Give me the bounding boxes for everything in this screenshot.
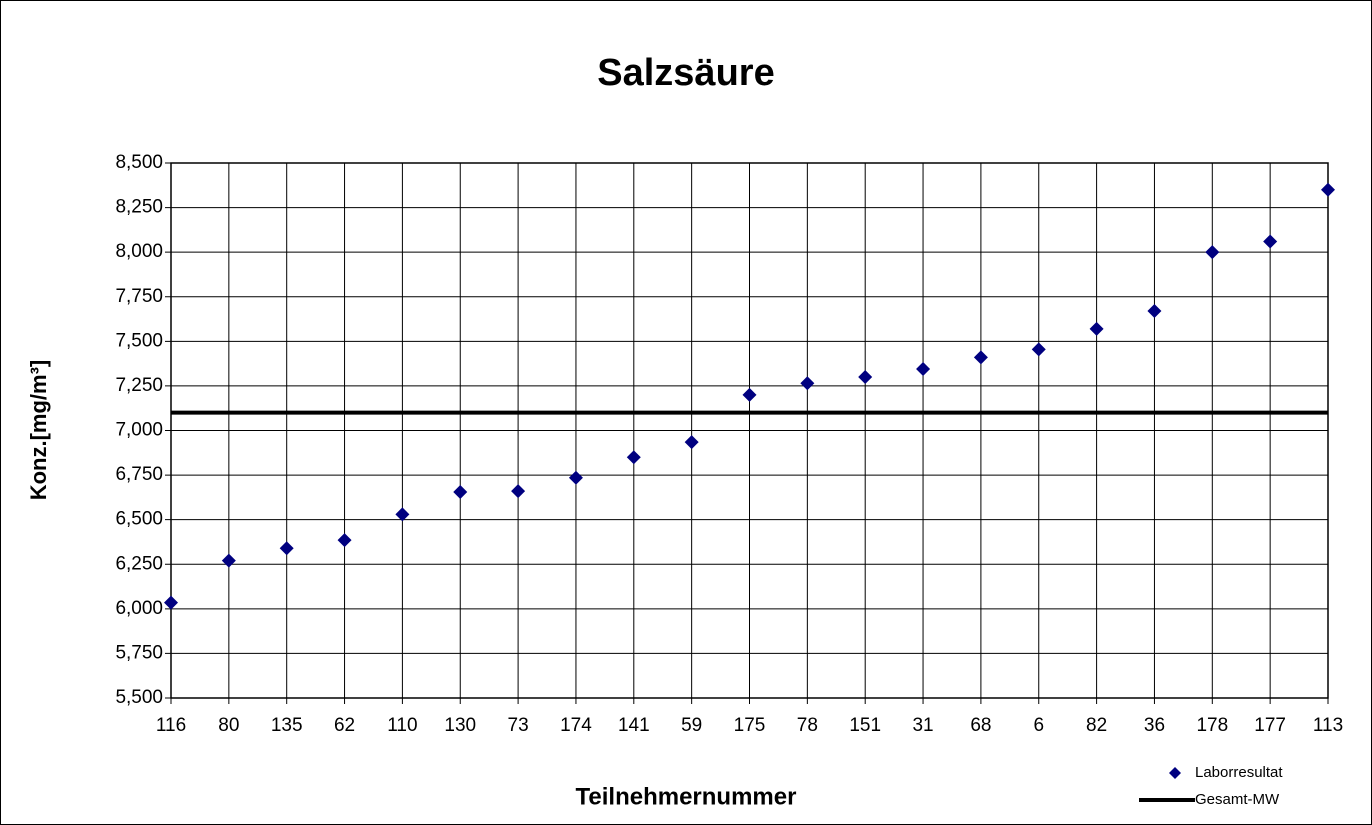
- y-tick-label: 8,500: [115, 152, 163, 173]
- data-point: [973, 350, 988, 365]
- legend-label: Gesamt-MW: [1195, 791, 1280, 808]
- x-tick-label: 36: [1144, 715, 1165, 736]
- data-point: [221, 553, 236, 568]
- y-axis-label: Konz.[mg/m³]: [26, 360, 51, 501]
- y-tick-label: 5,500: [115, 687, 163, 708]
- data-point: [337, 533, 352, 548]
- y-tick-label: 6,000: [115, 598, 163, 619]
- plot-border: [170, 162, 1329, 699]
- data-point: [279, 541, 294, 556]
- y-tick-label: 6,750: [115, 464, 163, 485]
- x-tick-label: 6: [1033, 715, 1044, 736]
- y-tick-label: 8,250: [115, 197, 163, 218]
- x-tick-label: 78: [797, 715, 818, 736]
- x-tick-label: 178: [1196, 715, 1228, 736]
- x-tick-label: 59: [681, 715, 702, 736]
- data-point: [742, 387, 757, 402]
- data-point: [1321, 182, 1335, 197]
- x-tick-label: 151: [849, 715, 881, 736]
- data-point: [453, 485, 468, 500]
- x-axis-label: Teilnehmernummer: [576, 783, 797, 810]
- data-point: [395, 507, 410, 522]
- data-point: [684, 435, 699, 450]
- y-tick-label: 8,000: [115, 241, 163, 262]
- x-tick-label: 141: [618, 715, 650, 736]
- y-tick-label: 7,000: [115, 420, 163, 441]
- y-tick-label: 6,250: [115, 553, 163, 574]
- data-point: [1147, 304, 1162, 319]
- y-tick-label: 7,500: [115, 330, 163, 351]
- x-tick-label: 80: [218, 715, 239, 736]
- data-point: [511, 484, 526, 499]
- data-point: [568, 470, 583, 485]
- x-tick-label: 31: [912, 715, 933, 736]
- x-tick-label: 73: [508, 715, 529, 736]
- x-tick-label: 82: [1086, 715, 1107, 736]
- y-tick-label: 6,500: [115, 509, 163, 530]
- x-tick-label: 113: [1313, 715, 1343, 736]
- data-point: [1263, 234, 1278, 249]
- x-tick-label: 177: [1254, 715, 1286, 736]
- chart-title: Salzsäure: [597, 52, 774, 94]
- data-point: [1031, 342, 1046, 357]
- x-tick-label: 62: [334, 715, 355, 736]
- y-tick-label: 7,750: [115, 286, 163, 307]
- data-point: [800, 376, 815, 391]
- x-tick-label: 116: [156, 715, 186, 736]
- x-tick-label: 175: [734, 715, 766, 736]
- data-point: [916, 361, 931, 376]
- legend-label: Laborresultat: [1195, 764, 1283, 781]
- y-tick-label: 5,750: [115, 642, 163, 663]
- data-point: [164, 595, 178, 610]
- data-point: [858, 370, 873, 384]
- y-tick-label: 7,250: [115, 375, 163, 396]
- x-tick-label: 174: [560, 715, 592, 736]
- data-point: [626, 450, 641, 465]
- x-tick-label: 68: [970, 715, 991, 736]
- legend-marker: [1169, 767, 1181, 779]
- x-tick-label: 135: [271, 715, 303, 736]
- data-point: [1089, 321, 1104, 336]
- x-tick-label: 130: [444, 715, 476, 736]
- x-tick-label: 110: [387, 715, 417, 736]
- data-point: [1205, 245, 1220, 260]
